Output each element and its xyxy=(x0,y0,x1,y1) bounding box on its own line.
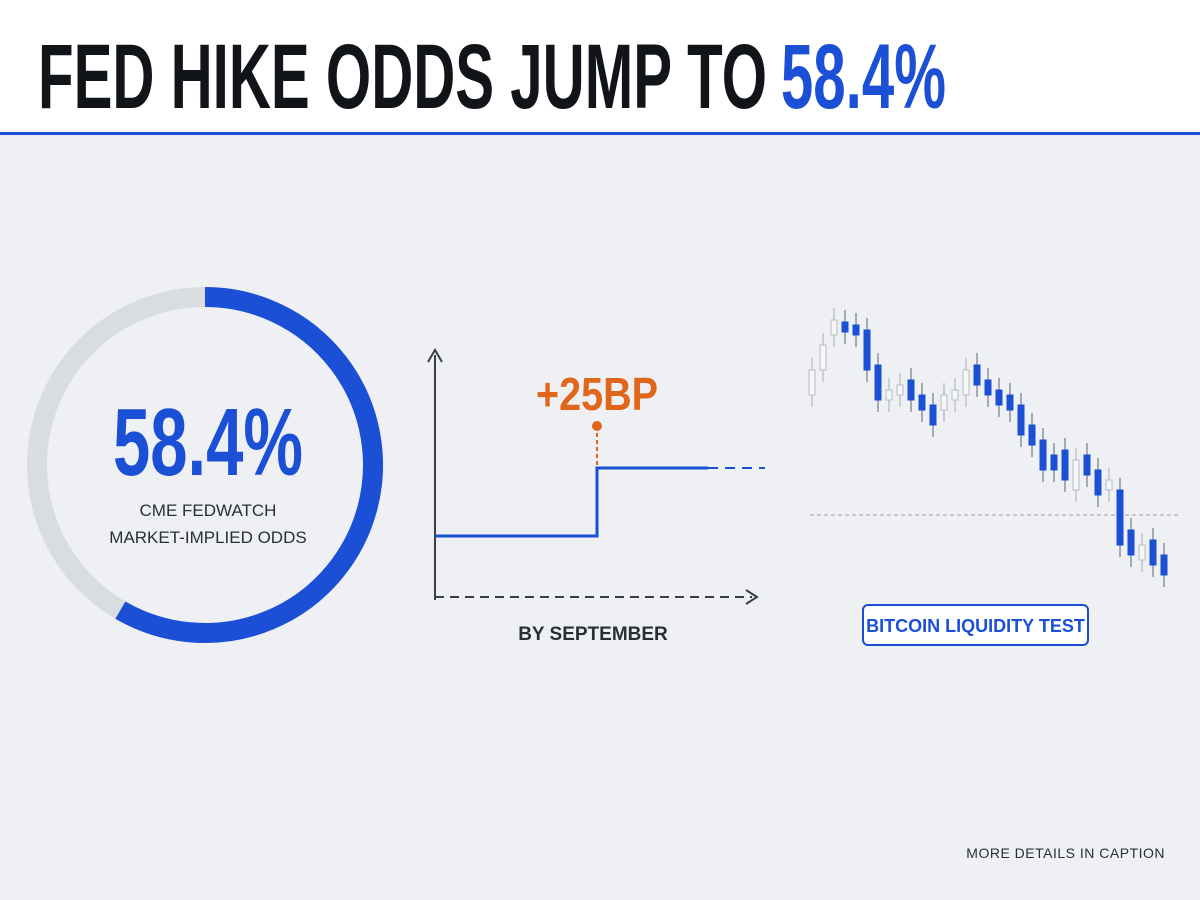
candle-body xyxy=(808,369,816,396)
candle-body xyxy=(929,404,937,426)
axis-arrow xyxy=(427,348,443,363)
gauge-label: 58.4% xyxy=(113,389,303,496)
candle-body xyxy=(1039,439,1047,471)
badge xyxy=(862,604,1089,646)
title-text: FED HIKE ODDS JUMP TO xyxy=(38,26,767,128)
gauge: 58.4% CME FEDWATCH MARKET-IMPLIED ODDS xyxy=(27,287,383,643)
gauge-caption: CME FEDWATCH xyxy=(140,501,277,520)
candle-body xyxy=(940,394,948,411)
candle-body xyxy=(819,344,827,371)
axis-arrow xyxy=(745,589,759,605)
candle-body xyxy=(1083,454,1091,476)
candle-body xyxy=(984,379,992,396)
step-chart: +25BP BY SEPTEMBER xyxy=(427,348,765,645)
candlestick-illustration xyxy=(808,308,1178,587)
candle-body xyxy=(1072,459,1080,491)
candle-body xyxy=(863,329,871,371)
candle-body xyxy=(918,394,926,411)
candle-body xyxy=(885,389,893,401)
title-highlight: 58.4% xyxy=(781,26,946,128)
footer: MORE DETAILS IN CAPTION xyxy=(966,845,1165,861)
candle-body xyxy=(1050,454,1058,471)
candle-body xyxy=(1006,394,1014,411)
candle-body xyxy=(852,324,860,336)
candle-body xyxy=(1116,489,1124,546)
gauge-arc xyxy=(115,287,383,643)
badge-text: BITCOIN LIQUIDITY TEST xyxy=(866,616,1085,636)
candle-body xyxy=(1061,449,1069,481)
annotation: +25BP xyxy=(536,368,658,420)
candle-body xyxy=(896,384,904,396)
step-line xyxy=(435,466,708,538)
candle-body xyxy=(1028,424,1036,446)
candle-body xyxy=(830,319,838,336)
header-rule xyxy=(0,132,1200,135)
candle-body xyxy=(1149,539,1157,566)
candle-body xyxy=(1017,404,1025,436)
header-bg xyxy=(0,0,1200,133)
gauge-caption: MARKET-IMPLIED ODDS xyxy=(109,528,306,547)
candle-body xyxy=(995,389,1003,406)
candle-body xyxy=(907,379,915,401)
candle-body xyxy=(841,321,849,333)
candle-body xyxy=(951,389,959,401)
x-axis-label: BY SEPTEMBER xyxy=(518,624,668,645)
candle-body xyxy=(1127,529,1135,556)
candle-body xyxy=(973,364,981,386)
candle-body xyxy=(874,364,882,401)
annotation-dot xyxy=(592,421,602,431)
candle-body xyxy=(962,369,970,396)
title: FED HIKE ODDS JUMP TO58.4% xyxy=(38,26,946,128)
candle-body xyxy=(1105,479,1113,491)
candle-body xyxy=(1160,554,1168,576)
candle-body xyxy=(1094,469,1102,496)
candle-body xyxy=(1138,544,1146,561)
